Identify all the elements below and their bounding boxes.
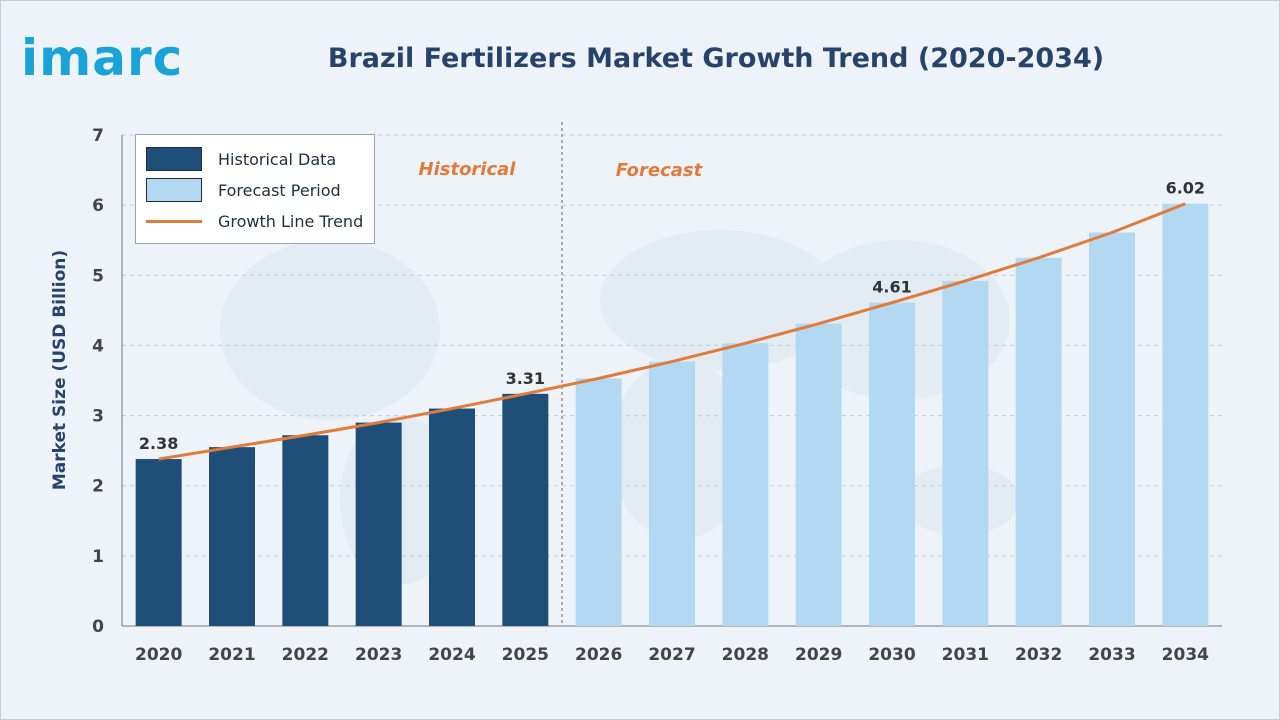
x-tick-label: 2020: [135, 645, 182, 665]
legend-item-forecast: Forecast Period: [146, 177, 341, 203]
x-tick-label: 2033: [1088, 645, 1135, 665]
legend-label-trend: Growth Line Trend: [218, 211, 364, 231]
growth-trend-line: [158, 202, 1186, 461]
x-tick-label: 2024: [428, 645, 475, 665]
map-shape-americas-north: [220, 240, 440, 420]
bar-2032: [1015, 257, 1062, 626]
y-tick-label: 4: [92, 336, 104, 356]
bar-2023: [355, 422, 402, 626]
x-tick-label: 2029: [795, 645, 842, 665]
legend-item-historical: Historical Data: [146, 146, 336, 172]
bar-2025: [502, 393, 549, 626]
bar-2030: [869, 302, 915, 626]
y-tick-label: 6: [92, 196, 104, 216]
x-tick-label: 2022: [282, 645, 329, 665]
chart-title: Brazil Fertilizers Market Growth Trend (…: [327, 43, 1105, 74]
chart-legend: Historical Data Forecast Period Growth L…: [135, 134, 375, 244]
period-label-historical: Historical: [419, 159, 517, 180]
y-axis-label: Market Size (USD Billion): [50, 249, 70, 491]
legend-swatch-historical: [146, 147, 202, 171]
bar-2028: [722, 343, 769, 626]
x-tick-label: 2028: [722, 645, 769, 665]
x-tick-label: 2021: [208, 645, 255, 665]
x-tick-label: 2030: [868, 645, 915, 665]
legend-line-trend: [146, 219, 202, 223]
x-tick-label: 2025: [502, 645, 549, 665]
bar-2033: [1089, 232, 1135, 626]
x-tick-label: 2027: [648, 645, 695, 665]
x-tick-label: 2034: [1162, 645, 1209, 665]
bar-2031: [942, 280, 989, 626]
y-tick-label: 5: [92, 266, 104, 286]
bar-2027: [649, 361, 695, 626]
legend-swatch-forecast: [146, 178, 202, 202]
imarc-logo: imarc: [21, 29, 184, 87]
legend-item-trend: Growth Line Trend: [146, 208, 363, 234]
legend-label-historical: Historical Data: [218, 149, 337, 169]
y-tick-label: 1: [92, 547, 104, 567]
data-label-2030: 4.61: [872, 278, 911, 297]
bar-2022: [282, 435, 329, 626]
data-label-2025: 3.31: [506, 369, 545, 388]
bar-2021: [209, 447, 255, 626]
x-tick-label: 2031: [942, 645, 989, 665]
bar-2034: [1162, 203, 1209, 627]
y-tick-label: 0: [92, 617, 104, 637]
data-label-2034: 6.02: [1166, 179, 1205, 198]
y-tick-label: 7: [92, 126, 104, 146]
bar-2029: [795, 323, 842, 626]
y-tick-label: 3: [92, 407, 104, 427]
bar-2020: [135, 459, 182, 626]
x-tick-label: 2026: [575, 645, 622, 665]
y-tick-label: 2: [92, 477, 104, 497]
legend-label-forecast: Forecast Period: [218, 180, 341, 200]
period-label-forecast: Forecast: [616, 160, 704, 181]
x-tick-label: 2023: [355, 645, 402, 665]
data-label-2020: 2.38: [139, 434, 178, 453]
bar-2024: [429, 408, 475, 626]
bar-2026: [575, 378, 622, 626]
x-tick-label: 2032: [1015, 645, 1062, 665]
